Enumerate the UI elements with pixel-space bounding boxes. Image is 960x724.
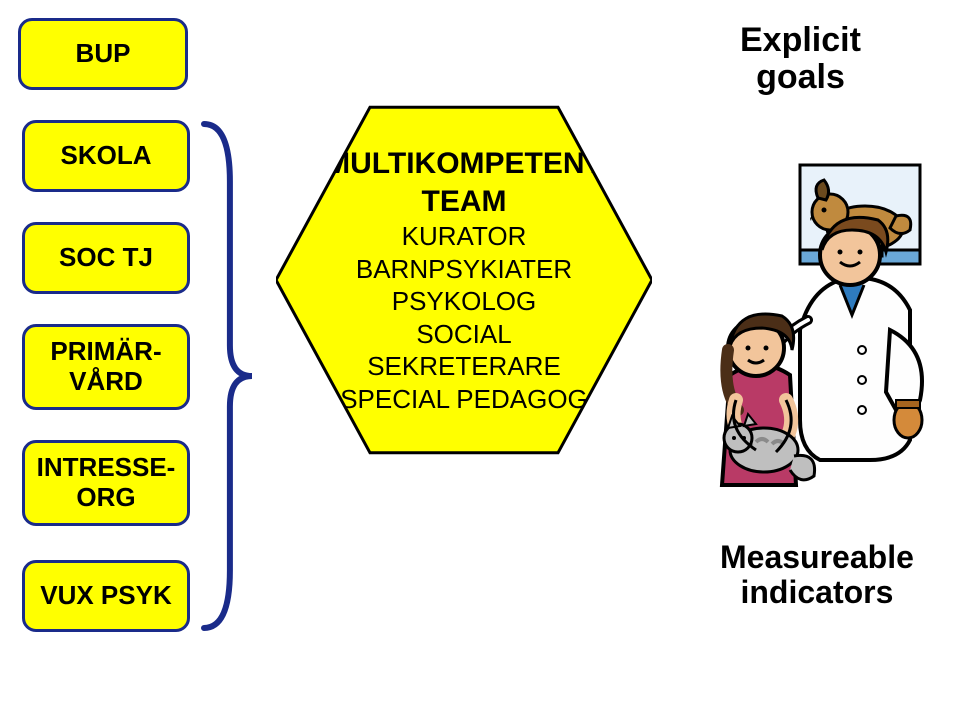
measurable-indicators-label: Measureable indicators	[720, 540, 914, 610]
box-skola: SKOLA	[22, 120, 190, 192]
box-soctj-label: SOC TJ	[59, 243, 153, 273]
brace-connector	[198, 120, 256, 637]
hex-title: MULTIKOMPETENTTEAM	[325, 145, 603, 220]
box-skola-label: SKOLA	[61, 141, 152, 171]
measurable-indicators-line1: Measureable	[720, 539, 914, 575]
box-vuxpsyk: VUX PSYK	[22, 560, 190, 632]
diagram-stage: BUP SKOLA SOC TJ PRIMÄR-VÅRD INTRESSE-OR…	[0, 0, 960, 724]
team-hexagon-text: MULTIKOMPETENTTEAM KURATORBARNPSYKIATERP…	[325, 145, 603, 415]
box-soctj: SOC TJ	[22, 222, 190, 294]
explicit-goals-line2: goals	[756, 58, 845, 96]
vet-illustration-svg	[690, 150, 950, 510]
measurable-indicators-line2: indicators	[740, 574, 893, 610]
box-bup: BUP	[18, 18, 188, 90]
explicit-goals-line1: Explicit	[740, 21, 861, 59]
box-primar-label: PRIMÄR-VÅRD	[50, 337, 161, 397]
explicit-goals-label: Explicit goals	[740, 22, 861, 97]
box-bup-label: BUP	[76, 39, 131, 69]
box-intresse: INTRESSE-ORG	[22, 440, 190, 526]
box-vuxpsyk-label: VUX PSYK	[40, 581, 172, 611]
team-hexagon: MULTIKOMPETENTTEAM KURATORBARNPSYKIATERP…	[276, 100, 652, 460]
vet-illustration	[690, 150, 950, 510]
hex-subtitle: KURATORBARNPSYKIATERPSYKOLOGSOCIALSEKRET…	[325, 220, 603, 415]
box-intresse-label: INTRESSE-ORG	[37, 453, 176, 513]
box-primar: PRIMÄR-VÅRD	[22, 324, 190, 410]
brace-icon	[198, 120, 256, 632]
